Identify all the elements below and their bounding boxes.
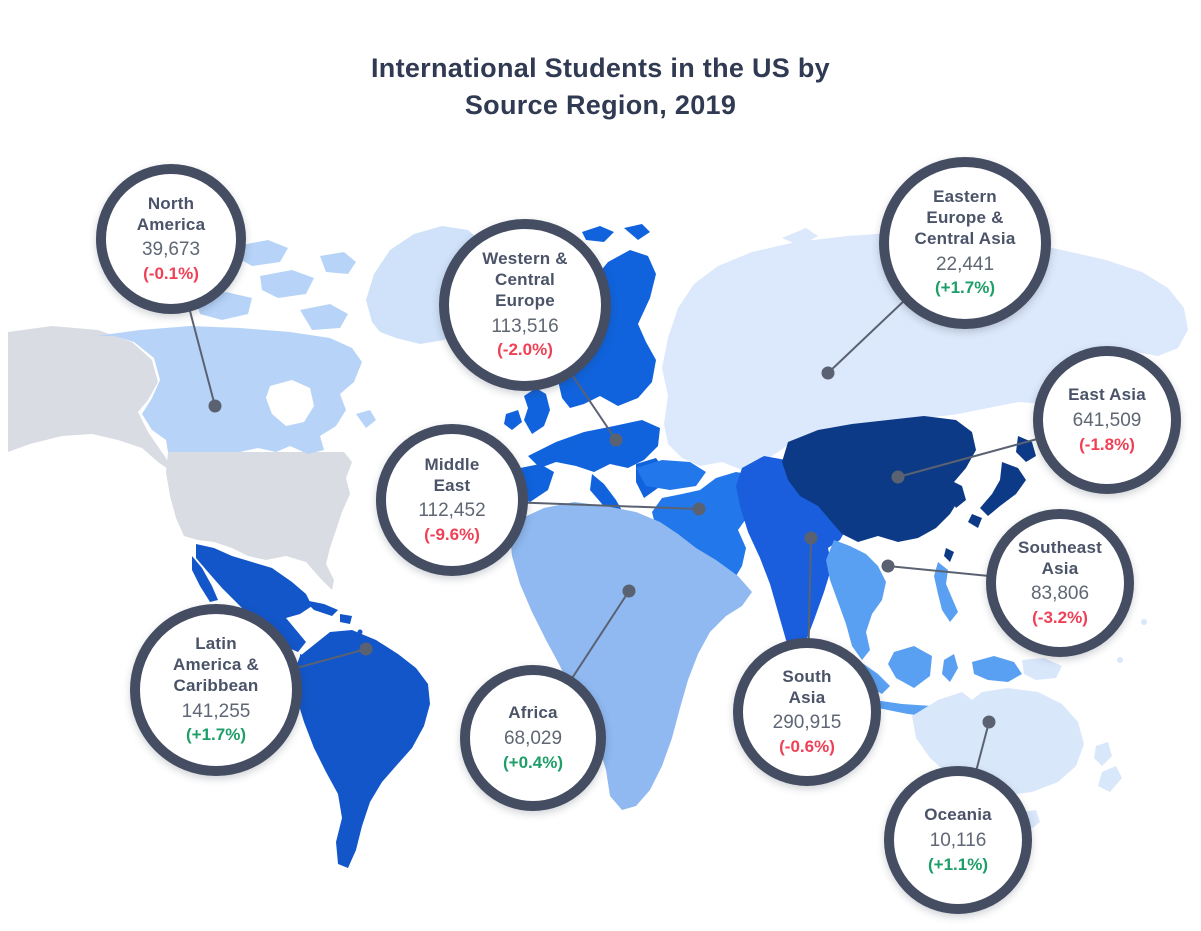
badge-value-label: 83,806 xyxy=(1030,583,1090,605)
badge-value-label: 22,441 xyxy=(935,253,995,275)
badge-region-label: South Asia xyxy=(782,666,832,707)
badge-change-label: (-1.8%) xyxy=(1079,434,1135,454)
map-region-east-asia xyxy=(782,416,1036,562)
badge-western-central-europe: Western & Central Europe 113,516 (-2.0%) xyxy=(439,219,611,391)
badge-region-label: Africa xyxy=(508,703,558,723)
badge-east-asia: East Asia 641,509 (-1.8%) xyxy=(1033,346,1181,494)
badge-region-label: East Asia xyxy=(1068,385,1146,405)
badge-region-label: Western & Central Europe xyxy=(482,249,568,310)
badge-region-label: Middle East xyxy=(424,454,480,495)
badge-value-label: 10,116 xyxy=(929,829,987,851)
badge-change-label: (-9.6%) xyxy=(424,524,480,544)
badge-eastern-europe-central-asia: Eastern Europe & Central Asia 22,441 (+1… xyxy=(879,157,1051,329)
badge-value-label: 141,255 xyxy=(181,700,251,722)
badge-latin-america-caribbean: Latin America & Caribbean 141,255 (+1.7%… xyxy=(130,604,302,776)
badge-oceania: Oceania 10,116 (+1.1%) xyxy=(884,766,1032,914)
badge-change-label: (+0.4%) xyxy=(503,752,563,772)
badge-region-label: Eastern Europe & Central Asia xyxy=(914,187,1016,248)
badge-change-label: (+1.1%) xyxy=(928,854,988,874)
badge-value-label: 112,452 xyxy=(418,500,486,522)
badge-north-america: North America 39,673 (-0.1%) xyxy=(96,164,246,314)
badge-region-label: Southeast Asia xyxy=(1018,537,1102,578)
chart-title: International Students in the US by Sour… xyxy=(370,53,831,121)
badge-middle-east: Middle East 112,452 (-9.6%) xyxy=(376,424,528,576)
badge-value-label: 290,915 xyxy=(772,712,842,734)
badge-change-label: (-2.0%) xyxy=(497,340,553,360)
badge-change-label: (+1.7%) xyxy=(935,278,995,298)
map-region-united-states xyxy=(8,326,352,590)
map-region-latin-america-caribbean xyxy=(192,544,430,868)
badge-change-label: (-3.2%) xyxy=(1032,607,1088,627)
badge-value-label: 39,673 xyxy=(141,239,201,261)
badge-south-asia: South Asia 290,915 (-0.6%) xyxy=(733,638,881,786)
badge-value-label: 113,516 xyxy=(491,315,559,337)
badge-africa: Africa 68,029 (+0.4%) xyxy=(460,665,606,811)
badge-region-label: Oceania xyxy=(924,805,992,825)
badge-region-label: Latin America & Caribbean xyxy=(173,634,259,695)
badge-region-label: North America xyxy=(136,193,206,234)
badge-value-label: 68,029 xyxy=(503,727,563,749)
badge-change-label: (-0.6%) xyxy=(779,736,835,756)
badge-southeast-asia: Southeast Asia 83,806 (-3.2%) xyxy=(986,509,1134,657)
badge-change-label: (-0.1%) xyxy=(143,263,199,283)
badge-value-label: 641,509 xyxy=(1072,409,1142,431)
badge-change-label: (+1.7%) xyxy=(186,725,246,745)
map-region-eastern-europe-central-asia xyxy=(662,228,1188,470)
map-region-canada xyxy=(96,240,376,454)
map-region-southeast-asia xyxy=(826,540,1022,718)
